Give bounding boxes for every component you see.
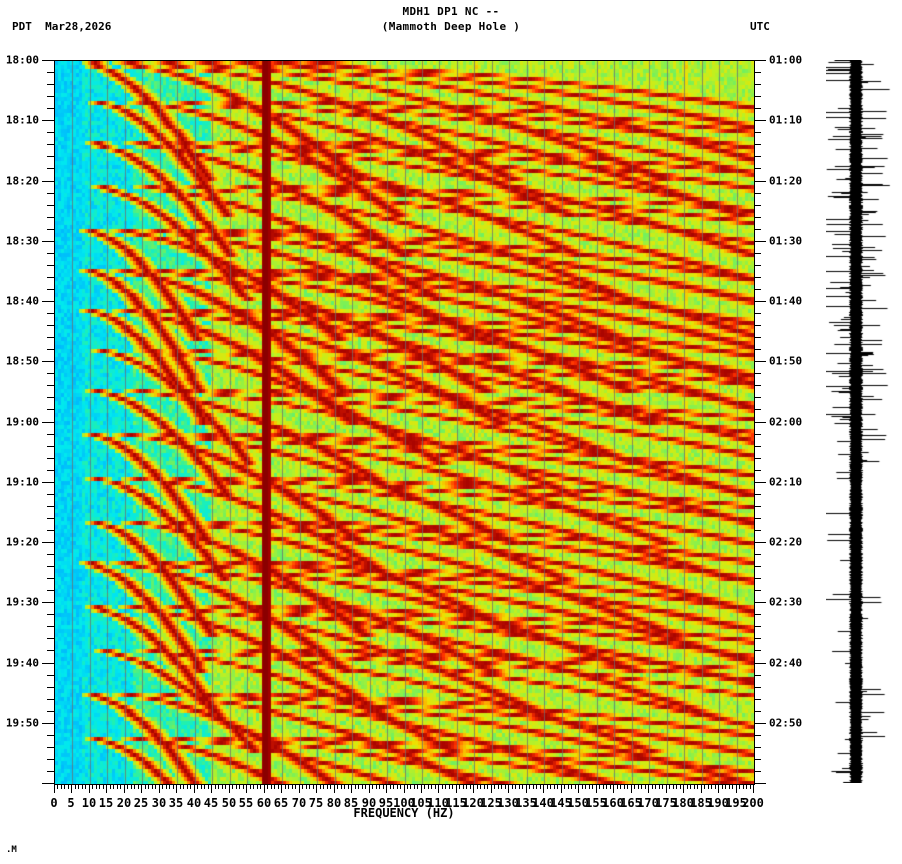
utc-time-tick-label: 02:40 bbox=[769, 656, 803, 670]
utc-time-tick-label: 01:40 bbox=[769, 294, 803, 308]
local-time-tick-label: 18:00 bbox=[5, 53, 39, 67]
frequency-tick-label: 25 bbox=[133, 796, 149, 810]
utc-time-tick-label: 02:00 bbox=[769, 415, 803, 429]
utc-time-tick-label: 01:20 bbox=[769, 174, 803, 188]
local-time-tick-label: 19:20 bbox=[5, 535, 39, 549]
frequency-tick-label: 110 bbox=[427, 796, 449, 810]
local-time-axis: 18:00 18:10 18:20 18:30 18:40 18:50 19:00 19:10… bbox=[0, 54, 54, 784]
utc-time-tick-label: 02:20 bbox=[769, 535, 803, 549]
frequency-tick-label: 45 bbox=[203, 796, 219, 810]
local-timezone-date-label: PDT Mar28,2026 bbox=[12, 20, 111, 33]
frequency-tick-label: 35 bbox=[168, 796, 184, 810]
frequency-tick-label: 170 bbox=[637, 796, 659, 810]
frequency-tick-label: 10 bbox=[81, 796, 97, 810]
local-time-tick-label: 18:40 bbox=[5, 294, 39, 308]
utc-timezone-label: UTC bbox=[750, 20, 770, 33]
utc-time-tick-label: 01:50 bbox=[769, 354, 803, 368]
utc-time-tick-label: 01:00 bbox=[769, 53, 803, 67]
frequency-tick-label: 70 bbox=[291, 796, 307, 810]
frequency-tick-label: 100 bbox=[393, 796, 415, 810]
frequency-tick-label: 105 bbox=[410, 796, 432, 810]
utc-time-tick-label: 01:10 bbox=[769, 113, 803, 127]
frequency-tick-label: 95 bbox=[378, 796, 394, 810]
spectrogram-canvas[interactable] bbox=[55, 61, 754, 784]
local-time-tick-label: 19:40 bbox=[5, 656, 39, 670]
spectrogram-plot[interactable] bbox=[54, 60, 755, 785]
frequency-tick-label: 145 bbox=[550, 796, 572, 810]
frequency-tick-label: 135 bbox=[515, 796, 537, 810]
frequency-tick-label: 120 bbox=[462, 796, 484, 810]
frequency-tick-label: 200 bbox=[742, 796, 764, 810]
frequency-tick-label: 50 bbox=[221, 796, 237, 810]
frequency-tick-label: 140 bbox=[532, 796, 554, 810]
frequency-tick-label: 185 bbox=[690, 796, 712, 810]
frequency-tick-label: 40 bbox=[186, 796, 202, 810]
local-time-tick-label: 18:10 bbox=[5, 113, 39, 127]
frequency-tick-label: 130 bbox=[497, 796, 519, 810]
local-time-tick-label: 19:30 bbox=[5, 595, 39, 609]
frequency-tick-label: 20 bbox=[116, 796, 132, 810]
frequency-tick-label: 180 bbox=[672, 796, 694, 810]
station-title: MDH1 DP1 NC -- bbox=[402, 5, 500, 18]
date-label: Mar28,2026 bbox=[45, 20, 112, 33]
frequency-tick-label: 125 bbox=[480, 796, 502, 810]
local-time-tick-label: 19:50 bbox=[5, 716, 39, 730]
frequency-tick-label: 75 bbox=[308, 796, 324, 810]
frequency-tick-label: 55 bbox=[238, 796, 254, 810]
local-time-tick-label: 18:30 bbox=[5, 234, 39, 248]
frequency-tick-label: 190 bbox=[707, 796, 729, 810]
frequency-tick-label: 175 bbox=[655, 796, 677, 810]
frequency-tick-label: 15 bbox=[98, 796, 114, 810]
frequency-tick-label: 60 bbox=[256, 796, 272, 810]
helicorder-trace bbox=[826, 60, 892, 783]
local-timezone-label: PDT bbox=[12, 20, 32, 33]
local-time-tick-label: 18:50 bbox=[5, 354, 39, 368]
frequency-tick-label: 30 bbox=[151, 796, 167, 810]
frequency-tick-label: 165 bbox=[620, 796, 642, 810]
local-time-tick-label: 19:00 bbox=[5, 415, 39, 429]
frequency-axis: 0 5 10 15 20 25 30 35 40 45 50 55 60 65 70 75 80 85 90 95 10… bbox=[50, 784, 764, 824]
utc-time-tick-label: 02:30 bbox=[769, 595, 803, 609]
utc-time-axis: 01:00 01:10 01:20 01:30 01:40 01:50 02:00 02:10… bbox=[754, 54, 902, 784]
frequency-tick-label: 80 bbox=[326, 796, 342, 810]
frequency-tick-label: 85 bbox=[343, 796, 359, 810]
frequency-tick-label: 0 bbox=[50, 796, 58, 810]
frequency-tick-label: 5 bbox=[67, 796, 75, 810]
corner-mark: .M bbox=[6, 845, 17, 855]
frequency-tick-label: 195 bbox=[725, 796, 747, 810]
frequency-axis-title: FREQUENCY (HZ) bbox=[353, 806, 455, 820]
local-time-tick-label: 18:20 bbox=[5, 174, 39, 188]
local-time-tick-label: 19:10 bbox=[5, 475, 39, 489]
utc-time-tick-label: 01:30 bbox=[769, 234, 803, 248]
frequency-tick-label: 150 bbox=[567, 796, 589, 810]
utc-time-tick-label: 02:50 bbox=[769, 716, 803, 730]
utc-time-tick-label: 02:10 bbox=[769, 475, 803, 489]
frequency-tick-label: 115 bbox=[445, 796, 467, 810]
frequency-tick-label: 160 bbox=[602, 796, 624, 810]
frequency-tick-label: 155 bbox=[585, 796, 607, 810]
frequency-tick-label: 65 bbox=[273, 796, 289, 810]
frequency-tick-label: 90 bbox=[361, 796, 377, 810]
station-subtitle: (Mammoth Deep Hole ) bbox=[381, 20, 521, 33]
